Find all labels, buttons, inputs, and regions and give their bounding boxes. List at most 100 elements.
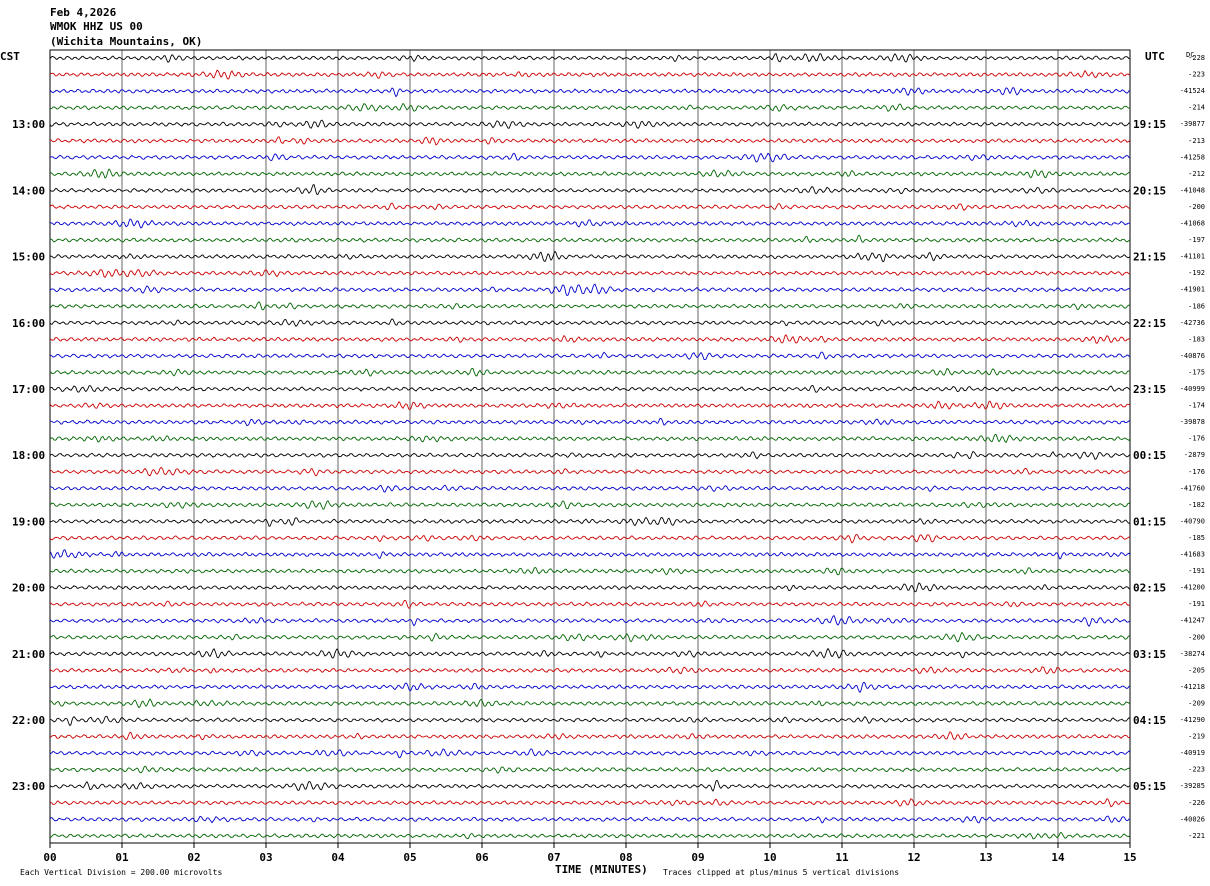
left-hour-label: 23:00 xyxy=(12,780,45,793)
trace-line xyxy=(49,666,1131,675)
dc-offset-label: -41218 xyxy=(1180,683,1205,691)
dc-offset-label: -41290 xyxy=(1180,716,1205,724)
trace-line xyxy=(49,202,1131,211)
x-axis-label: TIME (MINUTES) xyxy=(555,863,648,876)
dc-offset-label: -41200 xyxy=(1180,584,1205,592)
trace-line xyxy=(49,647,1131,659)
trace-line xyxy=(49,301,1131,311)
trace-line xyxy=(49,367,1131,377)
trace-line xyxy=(49,69,1131,80)
trace-line xyxy=(49,250,1131,263)
x-tick-label: 15 xyxy=(1123,851,1136,864)
x-tick-label: 11 xyxy=(835,851,849,864)
dc-offset-label: -223 xyxy=(1188,766,1205,774)
left-hour-label: 19:00 xyxy=(12,515,45,528)
trace-line xyxy=(49,136,1131,146)
dc-offset-label: -41901 xyxy=(1180,286,1205,294)
dc-offset-label: -182 xyxy=(1188,501,1205,509)
dc-offset-label: -40790 xyxy=(1180,517,1205,525)
trace-line xyxy=(49,815,1131,824)
dc-offset-label: -200 xyxy=(1188,633,1205,641)
x-tick-label: 13 xyxy=(979,851,992,864)
dc-offset-label: -226 xyxy=(1188,799,1205,807)
right-hour-label: 02:15 xyxy=(1133,582,1166,595)
right-timezone-label: UTC xyxy=(1145,50,1165,63)
trace-line xyxy=(49,534,1131,544)
trace-line xyxy=(49,765,1131,774)
trace-line xyxy=(49,283,1131,297)
trace-line xyxy=(49,234,1131,244)
trace-line xyxy=(49,798,1131,808)
x-tick-label: 14 xyxy=(1051,851,1065,864)
right-hour-label: 21:15 xyxy=(1133,251,1166,264)
station-location: (Wichita Mountains, OK) xyxy=(50,35,202,48)
clip-note: Traces clipped at plus/minus 5 vertical … xyxy=(663,868,899,877)
right-hour-labels: 19:15 20:15 21:15 22:15 23:15 00:15 01:15 02:15… xyxy=(1133,118,1166,793)
dc-offset-label: -41048 xyxy=(1180,186,1205,194)
x-tick-label: 00 xyxy=(43,851,56,864)
x-tick-label: 12 xyxy=(907,851,920,864)
x-tick-label: 01 xyxy=(115,851,129,864)
right-hour-label: 03:15 xyxy=(1133,648,1166,661)
trace-line xyxy=(49,119,1131,129)
trace-line xyxy=(49,831,1131,840)
trace-line xyxy=(49,779,1131,792)
minute-gridlines xyxy=(121,50,1059,843)
trace-line xyxy=(49,698,1131,709)
dc-offset-label: -42736 xyxy=(1180,319,1205,327)
trace-line xyxy=(49,450,1131,460)
dc-offset-label: -39285 xyxy=(1180,782,1205,790)
dc-offset-label: -175 xyxy=(1188,368,1205,376)
right-hour-label: 04:15 xyxy=(1133,714,1166,727)
x-tick-label: 04 xyxy=(331,851,345,864)
dc-offset-label: -197 xyxy=(1188,236,1205,244)
scale-note: Each Vertical Division = 200.00 microvol… xyxy=(20,868,222,877)
trace-line xyxy=(49,582,1131,593)
x-tick-label: 08 xyxy=(619,851,632,864)
dc-offset-label: -40876 xyxy=(1180,352,1205,360)
dc-offset-label: -38274 xyxy=(1180,650,1205,658)
dc-offset-label: -185 xyxy=(1188,534,1205,542)
dc-offset-label: -205 xyxy=(1188,666,1205,674)
dc-offset-label: -223 xyxy=(1188,71,1205,79)
dc-offset-label: -214 xyxy=(1188,104,1205,112)
dc-offset-label: -39877 xyxy=(1180,120,1205,128)
dc-offset-label: -176 xyxy=(1188,468,1205,476)
x-tick-label: 09 xyxy=(691,851,704,864)
dc-offset-label: -39878 xyxy=(1180,418,1205,426)
trace-line xyxy=(49,549,1131,560)
dc-offset-label: -40919 xyxy=(1180,749,1205,757)
x-tick-label: 07 xyxy=(547,851,560,864)
left-hour-label: 21:00 xyxy=(12,648,45,661)
dc-offset-label: -174 xyxy=(1188,402,1205,410)
trace-line xyxy=(49,52,1131,63)
left-hour-label: 20:00 xyxy=(12,582,45,595)
x-tick-label: 05 xyxy=(403,851,416,864)
left-hour-label: 14:00 xyxy=(12,184,45,197)
trace-line xyxy=(49,318,1131,327)
trace-line xyxy=(49,417,1131,427)
trace-line xyxy=(49,631,1131,643)
left-hour-label: 13:00 xyxy=(12,118,45,131)
dc-offset-label: -41247 xyxy=(1180,617,1205,625)
trace-line xyxy=(49,384,1131,393)
dc-offset-label: -41258 xyxy=(1180,153,1205,161)
right-hour-label: 22:15 xyxy=(1133,317,1166,330)
dc-offset-label: -41068 xyxy=(1180,220,1205,228)
trace-line xyxy=(49,599,1131,609)
dc-offset-label: -186 xyxy=(1188,302,1205,310)
dc-offset-label: -191 xyxy=(1188,600,1205,608)
dc-offset-label: -41101 xyxy=(1180,253,1205,261)
right-hour-label: 05:15 xyxy=(1133,780,1166,793)
plot-date: Feb 4,2026 xyxy=(50,6,117,19)
x-tick-label: 02 xyxy=(187,851,200,864)
trace-line xyxy=(49,484,1131,493)
trace-line xyxy=(49,466,1131,477)
dc-offset-label: -41760 xyxy=(1180,484,1205,492)
x-tick-label: 10 xyxy=(763,851,776,864)
dc-offset-label: -2879 xyxy=(1184,451,1205,459)
trace-line xyxy=(49,351,1131,361)
left-timezone-label: CST xyxy=(0,50,20,63)
dc-offset-label: -219 xyxy=(1188,733,1205,741)
